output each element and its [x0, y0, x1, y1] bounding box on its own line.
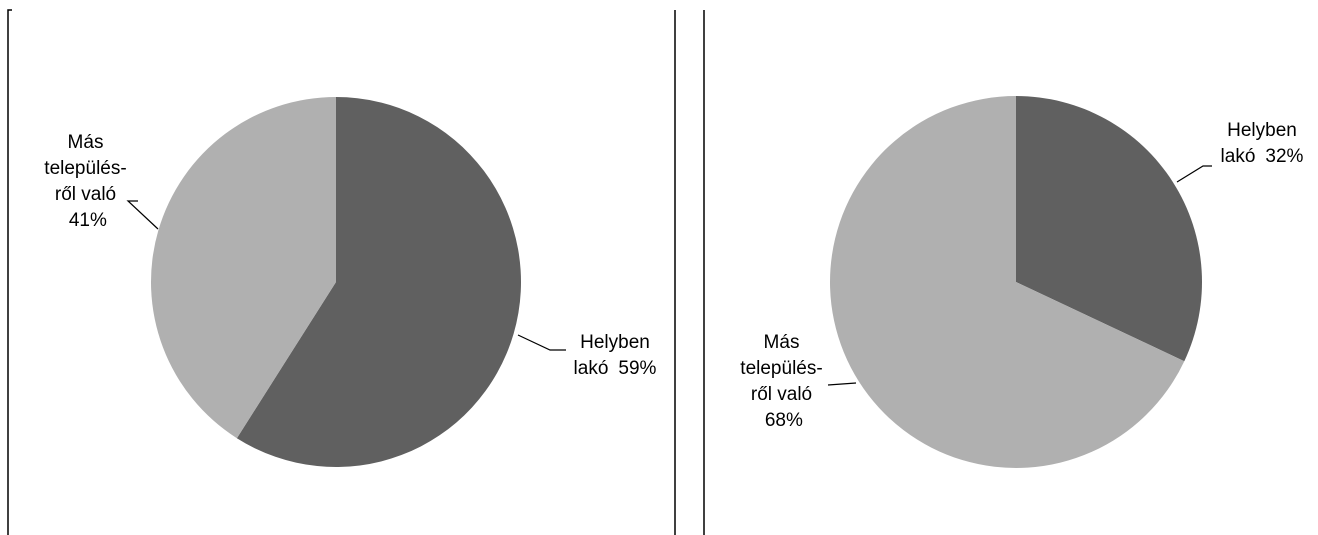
pie-slice: [830, 96, 1185, 469]
leader-line: [126, 200, 159, 230]
value-label: 41%: [68, 210, 107, 231]
value-label: 32%: [1265, 146, 1304, 167]
category-label: Más település­ről való: [740, 332, 823, 405]
value-label: 59%: [618, 358, 657, 379]
frame: [7, 9, 705, 535]
leader-line: [517, 334, 566, 351]
pie-slice: [1016, 96, 1202, 362]
category-label: Helyben lakó: [573, 332, 650, 379]
category-label: Más település­ről való: [44, 132, 127, 205]
data-label: Más település­ről való 41%: [38, 130, 133, 234]
pie-slice: [236, 97, 521, 467]
pie-slice: [151, 97, 336, 439]
data-label: Helyben lakó 32%: [1212, 118, 1312, 170]
leader-line: [827, 382, 857, 386]
leader-line: [1176, 165, 1212, 183]
frame-left: [7, 9, 12, 535]
data-label: Helyben lakó 59%: [565, 330, 665, 382]
data-label: Más település­ről való 68%: [734, 330, 829, 434]
value-label: 68%: [764, 410, 803, 431]
category-label: Helyben lakó: [1220, 120, 1297, 167]
